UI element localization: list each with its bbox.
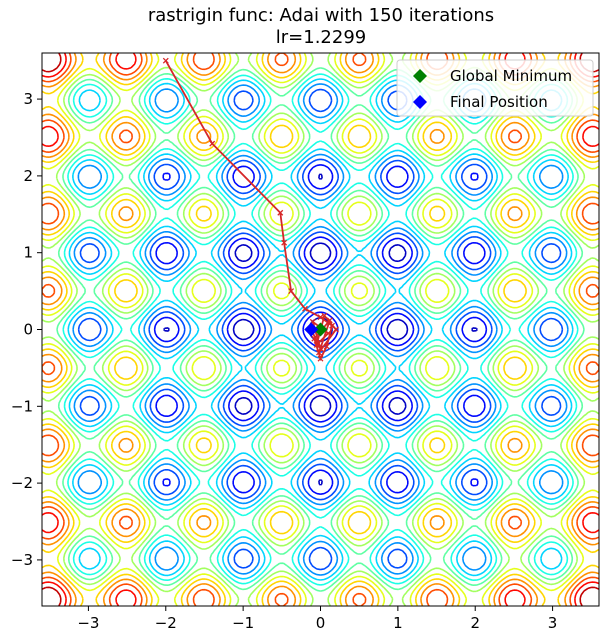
trajectory-point-11 xyxy=(326,317,333,324)
trajectory-point-10 xyxy=(311,335,318,342)
y-tick-label-3: 0 xyxy=(23,321,33,339)
y-axis: −3 −2 −1 0 1 2 3 xyxy=(11,90,42,569)
x-tick-label-0: −3 xyxy=(77,614,99,632)
legend-label-final-position: Final Position xyxy=(450,93,548,111)
y-tick-label-2: −1 xyxy=(11,397,33,415)
trajectory-point-8 xyxy=(323,343,330,350)
x-tick-label-1: −2 xyxy=(155,614,177,632)
trajectory-point-3 xyxy=(281,239,288,246)
contour-level-5 xyxy=(67,78,574,581)
optimizer-trajectory xyxy=(162,57,339,362)
y-tick-label-1: −2 xyxy=(11,474,33,492)
y-tick-label-0: −3 xyxy=(11,551,33,569)
trajectory-point-4 xyxy=(288,288,295,295)
legend-marker-global-minimum xyxy=(413,69,427,83)
legend-label-global-minimum: Global Minimum xyxy=(450,67,572,85)
contour-level-11 xyxy=(42,53,599,606)
trajectory-point-2 xyxy=(277,209,284,216)
y-tick-label-4: 1 xyxy=(23,244,33,262)
trajectory-point-9 xyxy=(317,355,324,362)
trajectory-point-6 xyxy=(317,314,324,321)
contour-level-2 xyxy=(153,164,488,495)
x-axis: −3 −2 −1 0 1 2 3 xyxy=(77,606,557,632)
trajectory-point-13 xyxy=(333,326,339,333)
x-tick-label-3: 0 xyxy=(316,614,326,632)
chart-subtitle: lr=1.2299 xyxy=(276,27,366,48)
contour-level-4 xyxy=(72,83,569,576)
contour-level-3 xyxy=(77,88,564,571)
contour-level-10 xyxy=(42,53,599,606)
legend: Global Minimum Final Position xyxy=(396,59,594,117)
x-tick-label-6: 3 xyxy=(548,614,558,632)
y-tick-label-6: 3 xyxy=(23,90,33,108)
x-tick-label-5: 2 xyxy=(470,614,480,632)
y-tick-label-5: 2 xyxy=(23,167,33,185)
legend-marker-final-position xyxy=(413,95,427,109)
legend-box xyxy=(396,59,594,117)
contour-level-14 xyxy=(42,53,599,606)
x-tick-label-4: 1 xyxy=(393,614,403,632)
trajectory-point-18 xyxy=(317,345,324,352)
trajectory-point-16 xyxy=(325,330,332,337)
trajectory-point-14 xyxy=(321,312,328,319)
global-minimum-marker xyxy=(313,322,328,337)
trajectory-point-5 xyxy=(302,305,308,312)
x-tick-label-2: −1 xyxy=(232,614,254,632)
contour-level-9 xyxy=(42,53,599,606)
chart-title: rastrigin func: Adai with 150 iterations xyxy=(148,5,494,26)
final-position-marker xyxy=(304,322,319,337)
trajectory-point-1 xyxy=(209,140,216,147)
position-markers xyxy=(304,322,328,337)
trajectory-point-0 xyxy=(162,57,169,64)
trajectory-point-12 xyxy=(315,349,322,356)
contour-level-7 xyxy=(56,67,585,592)
contour-level-6 xyxy=(62,73,579,586)
